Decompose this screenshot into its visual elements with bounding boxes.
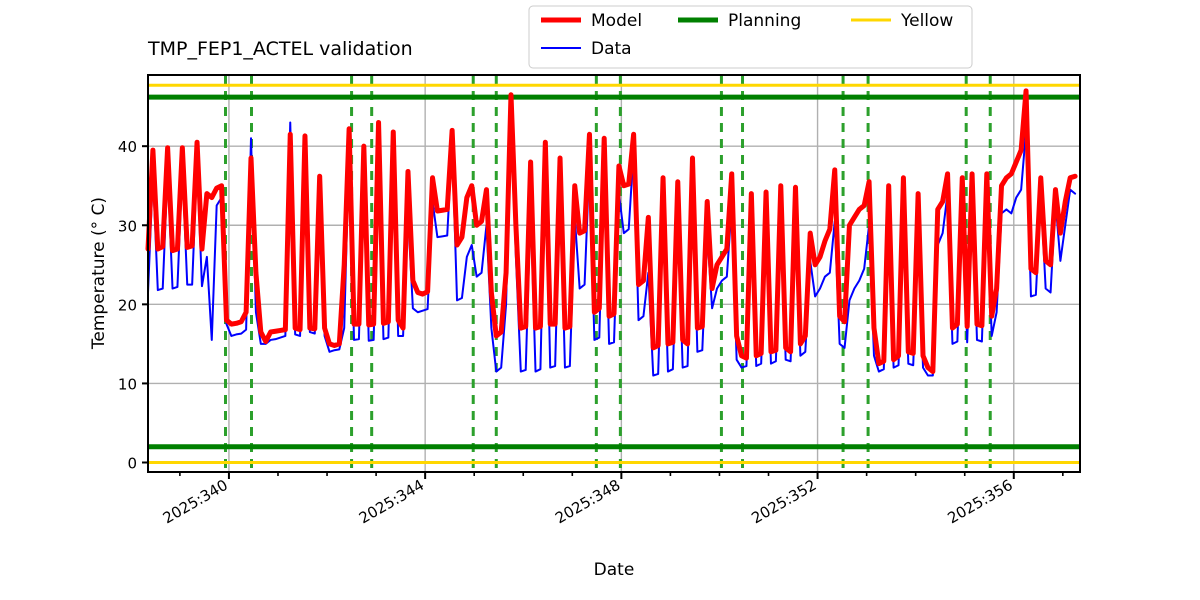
y-axis-label: Temperature (° C) [89, 197, 109, 350]
legend-item-data[interactable]: Data [541, 39, 632, 59]
legend-item-model[interactable]: Model [541, 11, 642, 31]
legend-item-planning[interactable]: Planning [678, 11, 801, 31]
y-tick-label: 20 [118, 296, 137, 314]
plot-border [147, 74, 1081, 473]
y-axis-ticks: 0 10 20 30 40 [118, 138, 148, 473]
legend-item-yellow[interactable]: Yellow [851, 11, 953, 31]
plot-area [145, 74, 1081, 473]
threshold-lines [148, 83, 1080, 465]
legend-label-planning: Planning [728, 11, 801, 31]
x-axis-label: Date [594, 560, 635, 580]
y-tick-label: 0 [127, 455, 137, 473]
series-line-model [145, 88, 1078, 375]
legend-label-yellow: Yellow [900, 11, 953, 31]
page-title: TMP_FEP1_ACTEL validation [147, 38, 413, 60]
y-tick-label: 10 [118, 375, 137, 393]
y-tick-label: 30 [118, 217, 137, 235]
legend-label-data: Data [591, 39, 632, 59]
legend: Model Planning Yellow Data [528, 5, 973, 69]
legend-label-model: Model [591, 11, 642, 31]
y-tick-label: 40 [118, 138, 137, 156]
data-series [145, 88, 1078, 377]
